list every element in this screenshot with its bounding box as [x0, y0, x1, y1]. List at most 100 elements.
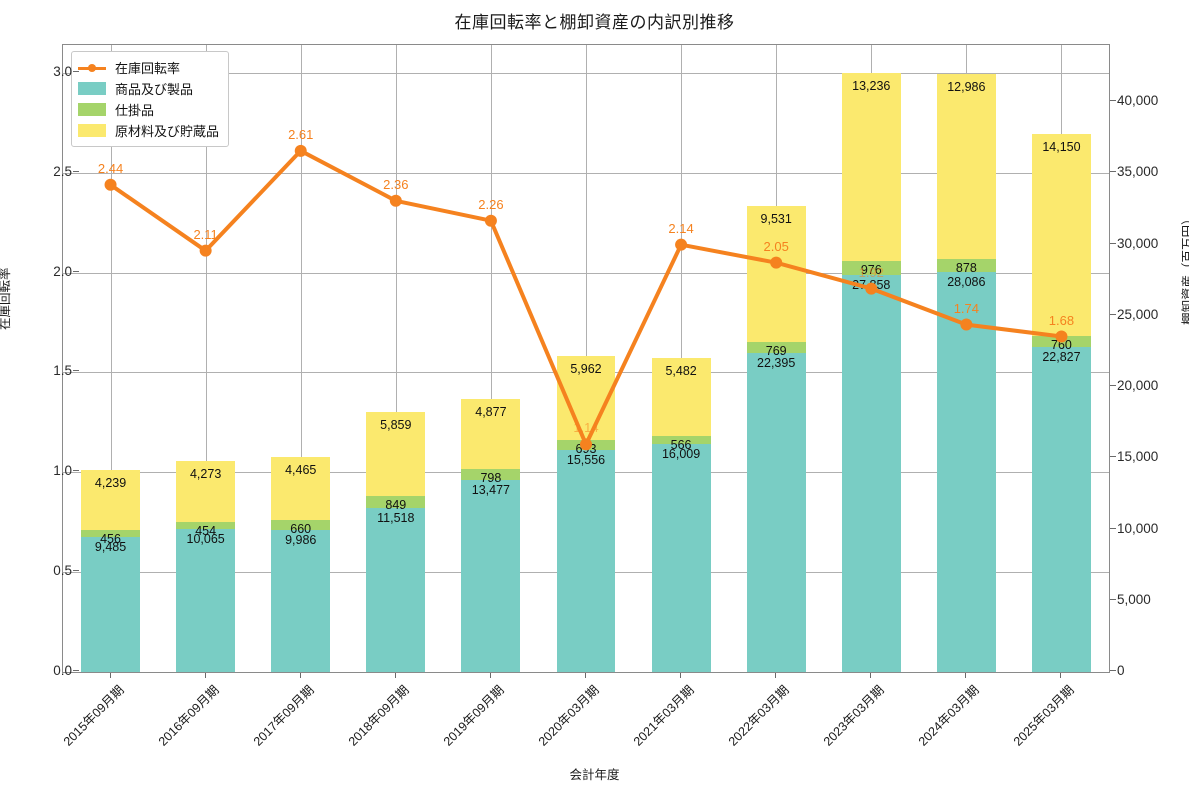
line-point-label: 2.44: [97, 160, 124, 176]
bar-segment-merchandise[interactable]: [841, 275, 901, 672]
x-tick-mark: [775, 673, 777, 678]
bar-label-rawmaterials: 4,877: [475, 405, 507, 420]
bar-label-rawmaterials: 14,150: [1042, 140, 1081, 155]
bar-segment-wip[interactable]: [81, 530, 141, 537]
y-tick-left-text: 1.5: [53, 363, 72, 379]
y-tick-right: 0: [1110, 663, 1189, 678]
y-tick-left-mark: [73, 570, 79, 572]
legend-swatch-icon: [78, 103, 106, 116]
bar-segment-merchandise[interactable]: [271, 529, 331, 672]
bar-stack[interactable]: 11,518 849 5,859: [366, 412, 426, 672]
y-tick-left: 0.5: [12, 563, 79, 578]
bar-stack[interactable]: 16,009 566 5,482: [651, 357, 711, 672]
bar-stack[interactable]: 10,065 454 4,273: [176, 461, 236, 672]
x-tick-label: 2016年09月期: [155, 682, 222, 749]
y-tick-left: 2.0: [12, 264, 79, 279]
line-point-label: 2.14: [668, 220, 694, 236]
legend-line-marker-icon: [78, 61, 106, 74]
bar-label-merchandise: 27,858: [852, 278, 891, 293]
bar-segment-wip[interactable]: [271, 520, 331, 530]
bar-stack[interactable]: 27,858 976 13,236: [841, 72, 901, 672]
y-tick-right-text: 35,000: [1117, 164, 1159, 180]
bar-segment-rawmaterials[interactable]: [81, 469, 141, 531]
line-point-label: 2.26: [478, 196, 504, 212]
line-point-label: 1.68: [1048, 312, 1075, 328]
legend-label: 在庫回転率: [115, 61, 181, 76]
bar-stack[interactable]: 9,986 660 4,465: [271, 456, 331, 672]
bar-segment-rawmaterials[interactable]: [841, 72, 901, 262]
bar-label-rawmaterials: 5,482: [665, 363, 697, 378]
legend-item[interactable]: 商品及び製品: [78, 78, 219, 99]
bar-label-wip: 878: [955, 261, 977, 276]
y-tick-left-text: 2.5: [53, 163, 72, 179]
bar-label-wip: 660: [290, 522, 312, 537]
bar-label-merchandise: 16,009: [661, 446, 701, 461]
bar-segment-wip[interactable]: [366, 495, 426, 508]
bar-label-wip: 693: [575, 442, 597, 457]
y-tick-right-text: 30,000: [1117, 235, 1159, 251]
bar-segment-rawmaterials[interactable]: [1031, 134, 1091, 336]
bar-segment-wip[interactable]: [461, 468, 521, 480]
x-tick-label: 2021年03月期: [630, 682, 697, 749]
bar-segment-rawmaterials[interactable]: [746, 206, 806, 342]
y-tick-right-text: 10,000: [1117, 520, 1159, 536]
y-tick-right: 40,000: [1110, 93, 1189, 108]
y-tick-right-text: 40,000: [1117, 93, 1159, 108]
bar-segment-merchandise[interactable]: [651, 443, 711, 672]
bar-segment-rawmaterials[interactable]: [176, 461, 236, 523]
bar-stack[interactable]: 28,086 878 12,986: [936, 74, 996, 672]
line-point-label: 1.92: [858, 264, 884, 280]
y-tick-right-mark: [1110, 242, 1116, 244]
x-tick-label: 2020年03月期: [535, 682, 602, 749]
legend-label: 原材料及び貯蔵品: [115, 124, 220, 139]
line-point-label: 2.36: [383, 176, 409, 192]
bar-label-wip: 798: [480, 470, 502, 485]
chart-legend[interactable]: 在庫回転率商品及び製品 仕掛品原材料及び貯蔵品: [71, 51, 230, 147]
bar-segment-rawmaterials[interactable]: [271, 456, 331, 521]
y-tick-right: 25,000: [1110, 307, 1189, 322]
x-tick-mark: [585, 673, 586, 678]
bar-stack[interactable]: 9,485 456 4,239: [81, 469, 141, 672]
bar-label-wip: 769: [765, 343, 787, 358]
bar-stack[interactable]: 22,395 769 9,531: [746, 206, 806, 672]
bar-segment-merchandise[interactable]: [176, 528, 236, 672]
legend-item[interactable]: 仕掛品: [78, 99, 219, 120]
bar-segment-merchandise[interactable]: [556, 450, 616, 672]
legend-item[interactable]: 在庫回転率: [78, 57, 219, 78]
line-point-label: 2.05: [763, 238, 789, 254]
bar-segment-merchandise[interactable]: [366, 507, 426, 672]
bar-label-rawmaterials: 5,962: [570, 361, 602, 376]
y-tick-right: 10,000: [1110, 520, 1189, 536]
x-tick-mark: [870, 673, 872, 678]
bar-segment-rawmaterials[interactable]: [936, 74, 996, 260]
bar-segment-merchandise[interactable]: [461, 479, 521, 672]
x-tick-label: 2024年03月期: [916, 682, 983, 749]
bar-segment-merchandise[interactable]: [746, 352, 806, 672]
legend-item[interactable]: 原材料及び貯蔵品: [78, 120, 219, 141]
bar-segment-wip[interactable]: [176, 522, 236, 529]
legend-swatch-icon: [78, 82, 106, 95]
bar-stack[interactable]: 15,556 693 5,962: [556, 355, 616, 672]
bar-label-wip: 454: [195, 524, 217, 539]
bar-segment-merchandise[interactable]: [1031, 346, 1091, 672]
y-tick-left: 1.5: [12, 363, 79, 379]
line-point-label: 2.61: [288, 126, 314, 142]
bar-segment-merchandise[interactable]: [81, 536, 141, 672]
y-tick-left-mark: [73, 70, 79, 72]
y-tick-left-mark: [73, 470, 79, 472]
y-tick-right: 20,000: [1110, 378, 1189, 393]
bar-segment-merchandise[interactable]: [936, 271, 996, 672]
y-tick-left-text: 0.0: [53, 663, 72, 678]
x-tick-label: 2018年09月期: [345, 682, 412, 749]
y-tick-right-mark: [1110, 385, 1116, 386]
bar-label-rawmaterials: 4,465: [285, 462, 317, 477]
bar-label-merchandise: 22,395: [757, 355, 796, 370]
y-tick-right-mark: [1110, 456, 1116, 458]
bar-stack[interactable]: 22,827 760 14,150: [1031, 134, 1091, 672]
y-tick-right-mark: [1110, 670, 1116, 671]
bar-label-merchandise: 28,086: [947, 274, 986, 289]
bar-label-rawmaterials: 12,986: [947, 80, 986, 95]
y-tick-right-mark: [1110, 100, 1116, 101]
bar-label-rawmaterials: 5,859: [380, 418, 412, 433]
bar-stack[interactable]: 13,477 798 4,877: [461, 399, 521, 672]
